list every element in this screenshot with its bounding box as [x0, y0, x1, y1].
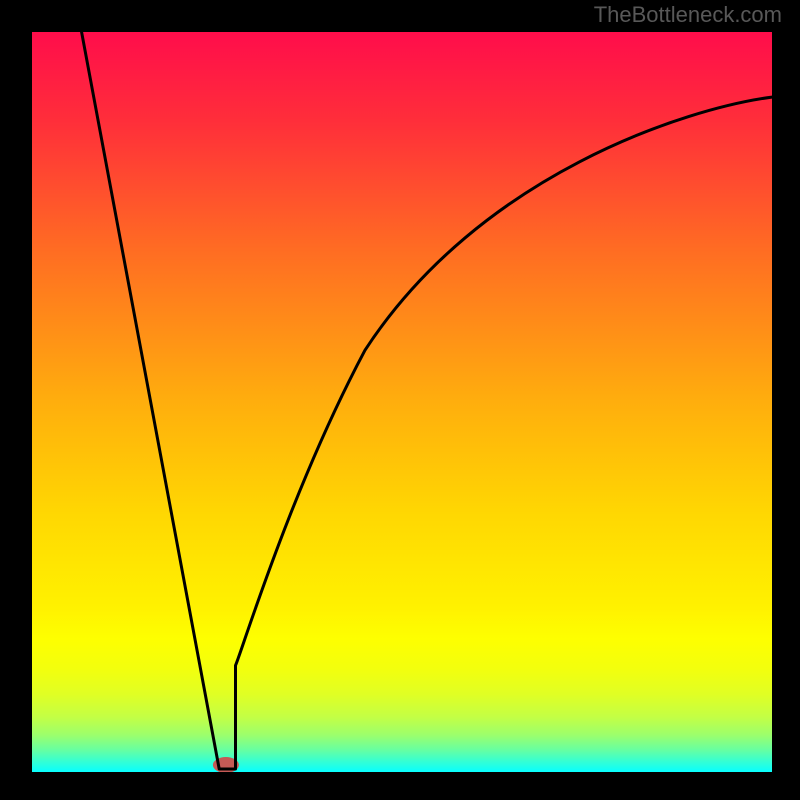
watermark-text: TheBottleneck.com: [594, 2, 782, 28]
chart-container: TheBottleneck.com: [0, 0, 800, 800]
bottleneck-curve: [82, 32, 772, 769]
curve-svg: [32, 32, 772, 772]
plot-area: [32, 32, 772, 772]
